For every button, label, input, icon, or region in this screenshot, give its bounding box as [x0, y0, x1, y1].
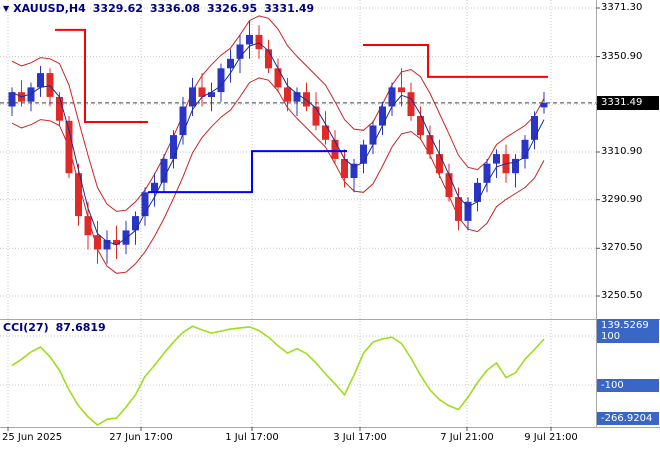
envelope-bands: [11, 15, 545, 274]
grid-layer: [0, 0, 596, 427]
cci-scale-max-badge: 139.5269: [597, 319, 659, 332]
symbol-timeframe-label: XAUUSD,H4: [13, 2, 86, 15]
price-axis-label: 3250.50: [601, 289, 643, 301]
time-axis-label: 7 Jul 21:00: [440, 432, 494, 443]
low-value: 3326.95: [207, 2, 258, 15]
cci-name: CCI(27): [3, 321, 49, 334]
ma-line: [11, 42, 545, 246]
time-axis-label: 1 Jul 17:00: [225, 432, 279, 443]
panel-dividers: [0, 0, 660, 428]
price-axis[interactable]: 3371.30 3350.90 3310.90 3290.90 3270.50 3250.…: [596, 0, 660, 427]
trend-stop-lines: [55, 28, 548, 194]
price-axis-label: 3310.90: [601, 146, 643, 157]
time-axis-label: 27 Jun 17:00: [109, 432, 173, 443]
current-price-badge: 3331.49: [597, 96, 659, 110]
open-value: 3329.62: [92, 2, 143, 15]
cci-value: 87.6819: [55, 321, 106, 334]
high-value: 3336.08: [149, 2, 200, 15]
close-value: 3331.49: [264, 2, 315, 15]
price-axis-label: 3371.30: [601, 2, 643, 13]
direction-down-icon: ▼: [3, 4, 10, 13]
time-axis-label: 9 Jul 21:00: [524, 432, 578, 443]
time-axis-label: 3 Jul 17:00: [333, 432, 387, 443]
price-axis-label: 3290.90: [601, 193, 643, 205]
ohlc-quote-line: ▼ XAUUSD,H4 3329.62 3336.08 3326.95 3331.49: [3, 2, 314, 15]
price-axis-label: 3350.90: [601, 50, 643, 62]
cci-scale-min-badge: -266.9204: [597, 412, 659, 425]
axis-ticks: [7, 7, 600, 431]
cci-level-badge: -100: [597, 379, 659, 392]
price-axis-label: 3270.50: [601, 242, 643, 254]
time-axis[interactable]: 25 Jun 2025 27 Jun 17:00 1 Jul 17:00 3 Jul …: [0, 427, 660, 450]
cci-line: [11, 325, 545, 426]
cci-level-badge: 100: [597, 330, 659, 343]
candles-layer: [8, 20, 548, 264]
time-axis-label: 25 Jun 2025: [2, 432, 63, 443]
cci-indicator-label: CCI(27) 87.6819: [3, 321, 106, 334]
